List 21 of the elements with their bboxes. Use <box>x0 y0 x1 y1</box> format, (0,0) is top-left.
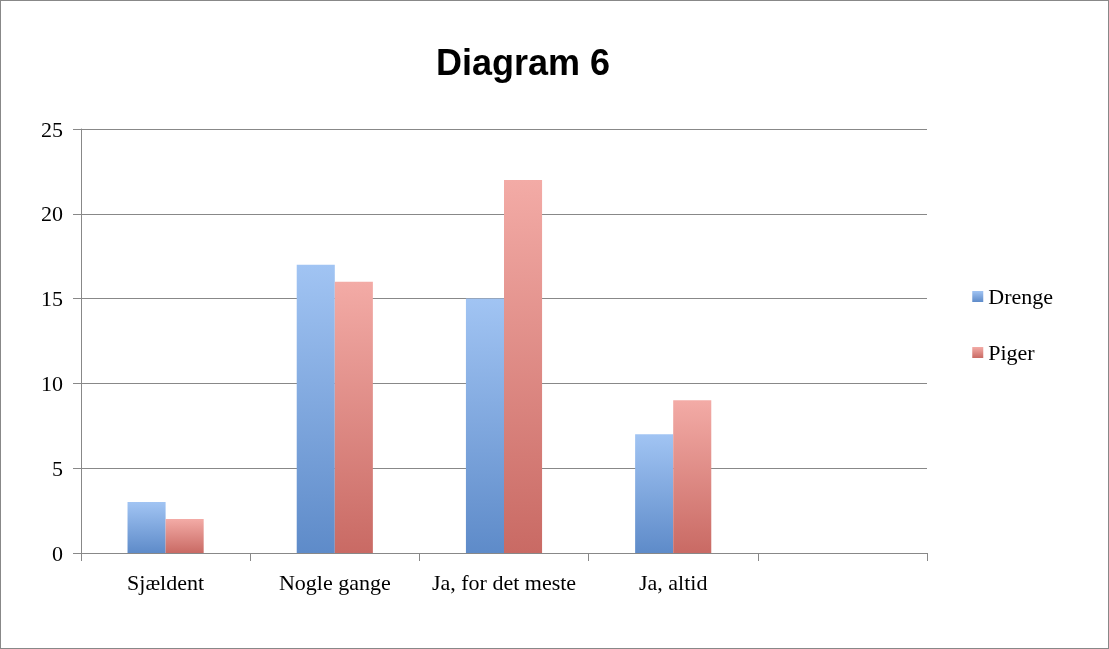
y-tick-label: 20 <box>41 201 63 227</box>
x-tick-label: Nogle gange <box>278 569 391 595</box>
y-tick-label: 15 <box>41 286 63 312</box>
bar <box>165 519 204 553</box>
bar <box>673 400 712 553</box>
y-tick-label: 0 <box>52 540 63 566</box>
x-tick-label: Ja, for det meste <box>431 569 577 595</box>
bar <box>465 298 504 553</box>
bar <box>127 502 166 553</box>
bar <box>635 434 674 553</box>
y-tick-label: 5 <box>52 455 63 481</box>
y-tick-label: 10 <box>41 370 63 396</box>
bar <box>504 179 543 553</box>
bar <box>334 281 373 553</box>
x-tick-label: Ja, altid <box>638 569 708 595</box>
x-tick-label: Sjældent <box>127 569 205 595</box>
bar <box>296 264 335 553</box>
legend-label: Piger <box>988 340 1036 365</box>
y-tick-label: 25 <box>41 116 63 142</box>
chart-title: Diagram 6 <box>435 41 611 83</box>
legend-label: Drenge <box>988 284 1054 309</box>
